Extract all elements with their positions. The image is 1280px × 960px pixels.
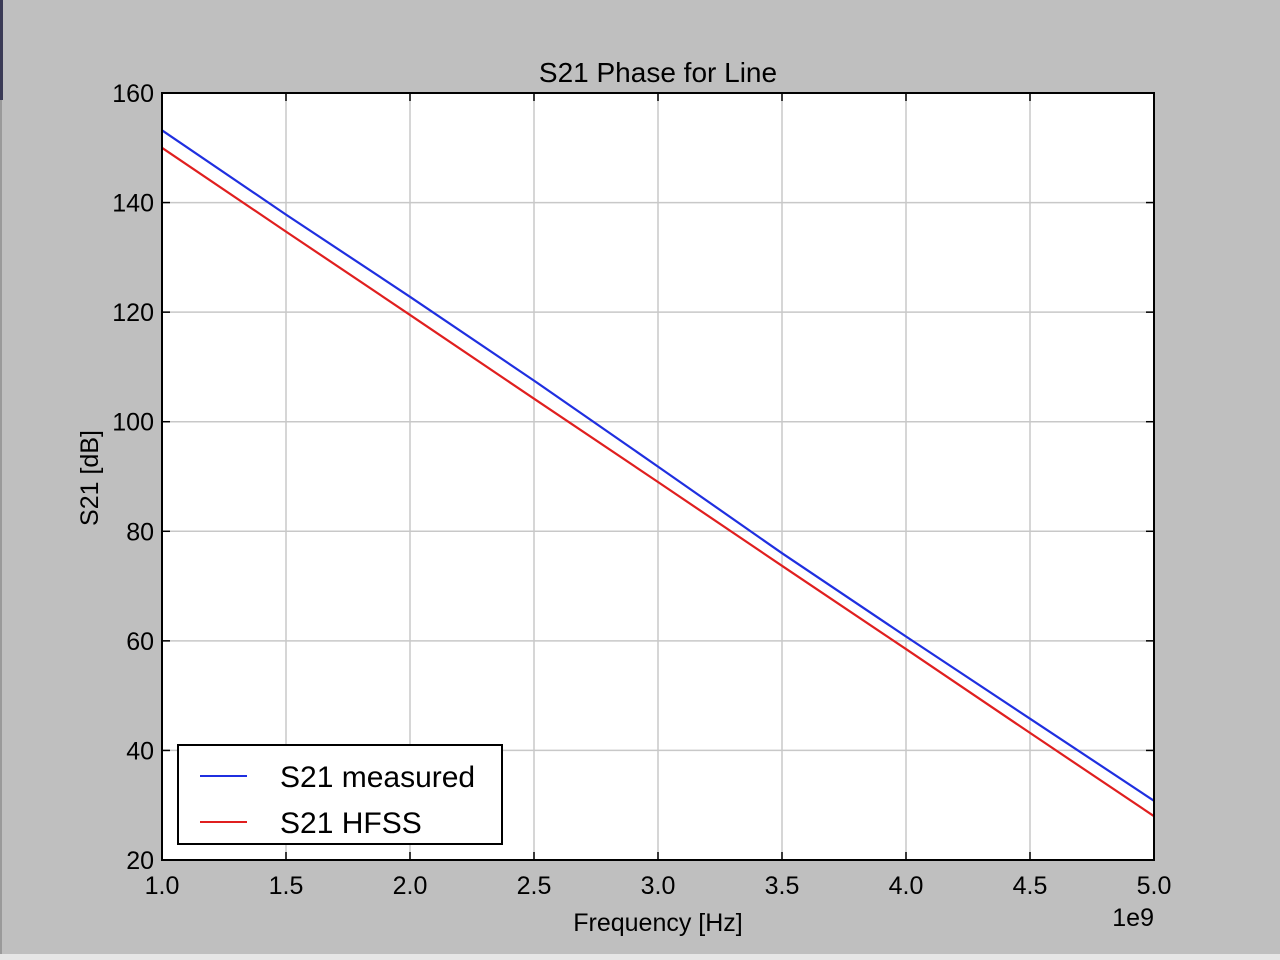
y-tick-label: 120 — [112, 299, 154, 327]
y-tick-labels: 20 40 60 80 100 120 140 160 — [112, 80, 154, 875]
series-line-s21-measured — [161, 129, 1155, 802]
window-edge-lower — [0, 100, 2, 960]
x-tick-label: 1.0 — [145, 872, 180, 900]
y-tick-label: 140 — [112, 190, 154, 218]
x-tick-labels: 1.0 1.5 2.0 2.5 3.0 3.5 4.0 4.5 5.0 — [145, 872, 1172, 900]
x-tick-label: 1.5 — [269, 872, 304, 900]
legend: S21 measured S21 HFSS — [177, 744, 503, 845]
legend-label-s21-hfss: S21 HFSS — [280, 807, 422, 840]
window-bottom-strip — [0, 954, 1280, 960]
legend-box — [177, 744, 503, 845]
x-tick-label: 5.0 — [1137, 872, 1172, 900]
legend-label-s21-measured: S21 measured — [280, 761, 475, 794]
x-tick-label: 3.5 — [765, 872, 800, 900]
y-axis-label: S21 [dB] — [76, 430, 104, 526]
x-tick-label: 2.0 — [393, 872, 428, 900]
series-group — [161, 129, 1155, 818]
y-tick-label: 20 — [126, 847, 154, 875]
x-axis-offset-label: 1e9 — [1112, 904, 1154, 932]
x-axis-label: Frequency [Hz] — [573, 909, 743, 937]
x-tick-label: 3.0 — [641, 872, 676, 900]
y-tick-label: 100 — [112, 409, 154, 437]
chart-title: S21 Phase for Line — [539, 57, 777, 88]
y-tick-label: 60 — [126, 628, 154, 656]
window-edge — [0, 0, 3, 100]
ticks — [161, 92, 1155, 861]
y-tick-label: 160 — [112, 80, 154, 108]
x-tick-label: 4.0 — [889, 872, 924, 900]
y-tick-label: 80 — [126, 518, 154, 546]
x-tick-label: 4.5 — [1013, 872, 1048, 900]
series-line-s21-hfss — [161, 146, 1155, 818]
y-tick-label: 40 — [126, 737, 154, 765]
x-tick-label: 2.5 — [517, 872, 552, 900]
